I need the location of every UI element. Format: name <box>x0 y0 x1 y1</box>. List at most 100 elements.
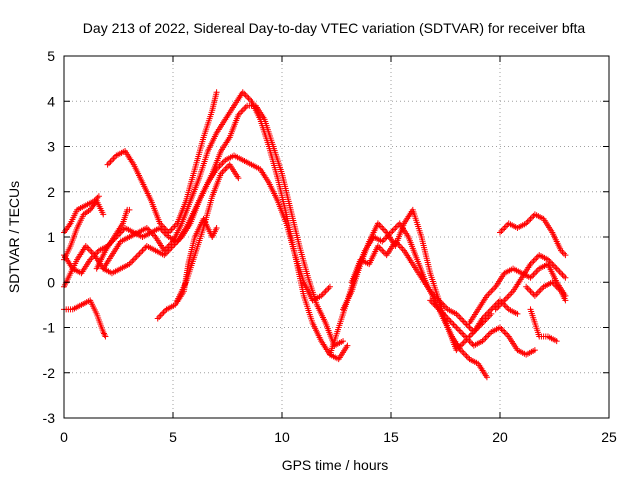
data-point <box>95 193 102 200</box>
data-point <box>244 93 251 100</box>
series-track-p <box>492 252 569 313</box>
data-point <box>501 224 508 231</box>
data-point <box>460 339 467 346</box>
series-track-m <box>348 238 521 336</box>
data-point <box>220 167 227 174</box>
data-point <box>560 273 567 280</box>
y-tick-label: 1 <box>47 229 55 245</box>
data-point <box>502 330 509 337</box>
data-point <box>104 161 111 168</box>
data-point <box>558 270 565 277</box>
data-point <box>213 224 220 231</box>
data-point <box>466 338 473 345</box>
data-point <box>486 307 493 314</box>
data-point <box>462 333 469 340</box>
data-point <box>460 332 467 339</box>
data-point <box>161 224 168 231</box>
data-point <box>398 244 405 251</box>
data-point <box>559 271 566 278</box>
data-point <box>242 92 249 99</box>
y-tick-label: 2 <box>47 184 55 200</box>
data-point <box>492 306 499 313</box>
data-point <box>462 351 469 358</box>
data-point <box>498 326 505 333</box>
data-point <box>562 252 569 259</box>
data-point <box>486 289 493 296</box>
data-point <box>133 253 140 260</box>
data-point <box>537 286 544 293</box>
data-point <box>107 158 114 165</box>
data-point <box>87 247 94 254</box>
data-point <box>219 160 226 167</box>
data-point <box>527 215 534 222</box>
data-point <box>451 322 458 329</box>
data-point <box>138 249 145 256</box>
data-point <box>164 244 171 251</box>
data-point <box>100 211 107 218</box>
chart-title: Day 213 of 2022, Sidereal Day-to-day VTE… <box>83 20 586 36</box>
data-point <box>340 338 347 345</box>
series-track-o <box>466 261 569 326</box>
data-point <box>377 246 384 253</box>
y-tick-label: -3 <box>43 410 56 426</box>
data-point <box>156 313 163 320</box>
data-point <box>527 288 534 295</box>
data-point <box>392 224 399 231</box>
data-point <box>562 297 569 304</box>
data-point <box>132 255 139 262</box>
data-point <box>110 155 117 162</box>
data-point <box>483 333 490 340</box>
x-tick-label: 25 <box>601 429 617 445</box>
data-point <box>154 315 161 322</box>
series-track-k <box>326 220 490 381</box>
y-tick-label: -1 <box>43 320 56 336</box>
series-track-s <box>527 306 560 345</box>
data-point <box>459 330 466 337</box>
data-point <box>239 107 246 114</box>
data-point <box>556 268 563 275</box>
data-point <box>501 329 508 336</box>
x-axis-label: GPS time / hours <box>282 457 389 473</box>
data-point <box>460 318 467 325</box>
y-tick-label: 4 <box>47 93 55 109</box>
data-points <box>61 89 569 381</box>
data-point <box>467 332 474 339</box>
data-point <box>126 206 133 213</box>
data-point <box>555 267 562 274</box>
series-track-g <box>104 89 220 236</box>
data-point <box>534 289 541 296</box>
data-point <box>222 166 229 173</box>
data-point <box>488 288 495 295</box>
data-point <box>526 217 533 224</box>
data-point <box>245 95 252 102</box>
data-point <box>483 310 490 317</box>
data-point <box>130 256 137 263</box>
data-point <box>139 247 146 254</box>
data-point <box>108 157 115 164</box>
x-tick-label: 15 <box>383 429 399 445</box>
data-point <box>502 303 509 310</box>
data-point <box>498 227 505 234</box>
series-track-c <box>61 297 109 340</box>
data-point <box>380 237 387 244</box>
data-point <box>531 347 538 354</box>
data-point <box>497 301 503 308</box>
data-point <box>498 300 505 307</box>
data-point <box>459 316 466 323</box>
data-point <box>460 350 467 357</box>
data-point <box>560 250 567 257</box>
y-tick-label: 3 <box>47 139 55 155</box>
data-point <box>505 292 512 299</box>
x-tick-label: 0 <box>60 429 68 445</box>
data-point <box>489 286 496 293</box>
data-point <box>531 292 538 299</box>
data-point <box>482 312 489 319</box>
data-point <box>463 353 470 360</box>
data-point <box>242 104 249 111</box>
data-point <box>165 229 172 236</box>
data-point <box>531 256 538 263</box>
data-point <box>100 330 107 337</box>
data-point <box>501 297 508 304</box>
x-tick-label: 5 <box>169 429 177 445</box>
data-point <box>495 303 502 310</box>
